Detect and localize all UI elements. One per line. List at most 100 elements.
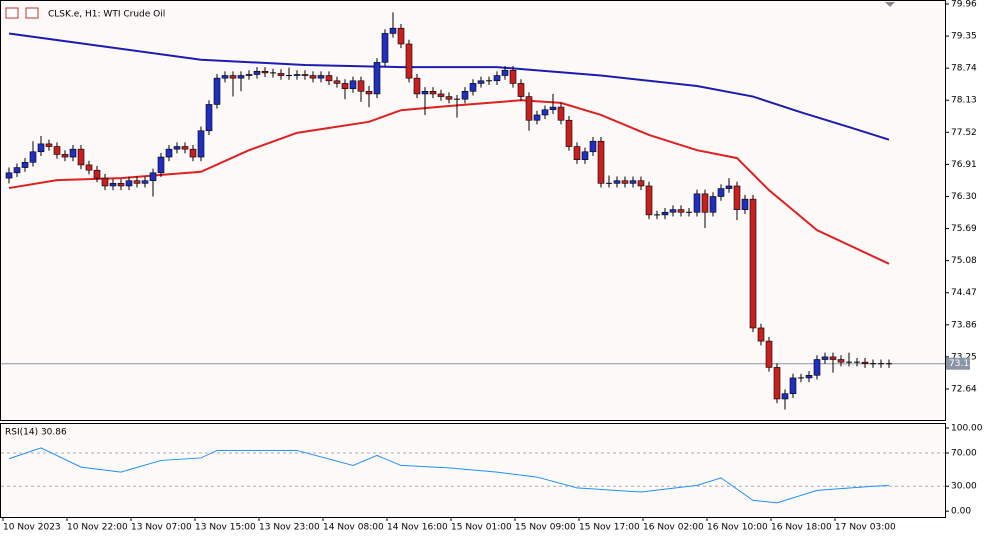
candle-body	[229, 75, 237, 79]
candle-body	[317, 75, 325, 79]
candle-body	[301, 74, 309, 76]
x-tick-label: 17 Nov 03:00	[835, 523, 896, 533]
x-tick-label: 16 Nov 10:00	[707, 523, 768, 533]
candle-body	[149, 172, 157, 182]
main-panel	[0, 0, 946, 421]
last-price-label: 73.12	[949, 359, 975, 369]
candle-body	[541, 109, 549, 116]
candle-body	[525, 96, 533, 121]
candle-body	[637, 180, 645, 187]
chart-title: CLSK.e, H1: WTI Crude Oil	[48, 10, 165, 20]
candle-body	[629, 180, 637, 184]
candle-body	[205, 104, 213, 132]
candle-body	[157, 156, 165, 174]
candle-body	[165, 148, 173, 158]
y-tick-label: 76.91	[951, 160, 977, 170]
x-tick-label: 15 Nov 17:00	[579, 523, 640, 533]
y-tick-label: 78.74	[951, 64, 977, 74]
candle-body	[733, 185, 741, 210]
x-tick-label: 10 Nov 2023	[3, 523, 61, 533]
candle-body	[109, 183, 117, 187]
candle-body	[237, 75, 245, 79]
candle-body	[77, 148, 85, 166]
candle-body	[469, 83, 477, 92]
candle-body	[613, 180, 621, 184]
y-tick-label: 78.13	[951, 96, 977, 106]
last-price-box	[946, 357, 970, 370]
candle-body	[5, 172, 13, 179]
candle-body	[21, 162, 29, 168]
candle-body	[373, 62, 381, 95]
candle-body	[693, 193, 701, 213]
y-tick-label: 73.25	[951, 352, 977, 362]
candle-body	[557, 106, 565, 121]
candle-body	[29, 151, 37, 163]
rsi-label: RSI(14) 30.86	[5, 428, 67, 438]
candle-body	[101, 177, 109, 187]
x-tick-label: 16 Nov 18:00	[771, 523, 832, 533]
candle-body	[813, 359, 821, 376]
candle-body	[13, 167, 21, 174]
candle-body	[477, 80, 485, 84]
x-tick-label: 13 Nov 23:00	[259, 523, 320, 533]
candle-body	[821, 356, 829, 360]
candle-body	[725, 185, 733, 189]
candle-body	[341, 83, 349, 89]
candle-body	[549, 106, 557, 111]
candle-body	[389, 27, 397, 34]
candle-body	[661, 211, 669, 216]
candle-body	[365, 91, 373, 95]
candle-body	[445, 96, 453, 100]
candle-body	[293, 74, 301, 76]
candle-body	[45, 143, 53, 147]
y-tick-label: 73.86	[951, 320, 977, 330]
y-tick-label: 75.69	[951, 224, 977, 234]
candle-body	[501, 69, 509, 76]
candle-body	[781, 393, 789, 400]
candle-body	[861, 361, 869, 365]
candle-body	[621, 180, 629, 184]
rsi-tick-label: 70.00	[951, 448, 977, 458]
candle-body	[717, 188, 725, 197]
candle-body	[277, 73, 285, 76]
candle-body	[509, 69, 517, 84]
candle-body	[413, 77, 421, 95]
candle-body	[381, 33, 389, 63]
rsi-line	[8, 447, 890, 504]
candle-body	[741, 198, 749, 210]
candle-body	[829, 356, 837, 360]
y-tick-label: 74.47	[951, 288, 977, 298]
candle-body	[85, 164, 93, 171]
candle-body	[429, 91, 437, 95]
x-tick-label: 10 Nov 22:00	[67, 523, 128, 533]
candle-body	[253, 71, 261, 75]
candle-body	[309, 75, 317, 79]
x-tick-label: 14 Nov 16:00	[387, 523, 448, 533]
icon	[5, 7, 19, 19]
candle-body	[213, 77, 221, 105]
icon	[25, 7, 39, 19]
candle-body	[117, 183, 125, 187]
rsi-tick-label: 100.00	[951, 423, 983, 433]
candle-body	[677, 209, 685, 213]
y-tick-label: 75.08	[951, 256, 977, 266]
candle-body	[757, 327, 765, 342]
candle-body	[93, 169, 101, 179]
candle-body	[61, 154, 69, 158]
candle-body	[573, 146, 581, 160]
x-tick-label: 13 Nov 07:00	[131, 523, 192, 533]
candle-body	[405, 43, 413, 79]
candle-body	[837, 359, 845, 363]
candle-body	[709, 196, 717, 213]
moving-average	[8, 32, 890, 141]
candle-body	[133, 180, 141, 184]
candle-body	[749, 198, 757, 329]
candle-body	[589, 140, 597, 153]
x-tick-label: 13 Nov 15:00	[195, 523, 256, 533]
candle-body	[349, 80, 357, 89]
candle-body	[765, 340, 773, 368]
x-tick-label: 15 Nov 09:00	[515, 523, 576, 533]
candle-body	[533, 114, 541, 121]
y-tick-label: 77.52	[951, 128, 977, 138]
